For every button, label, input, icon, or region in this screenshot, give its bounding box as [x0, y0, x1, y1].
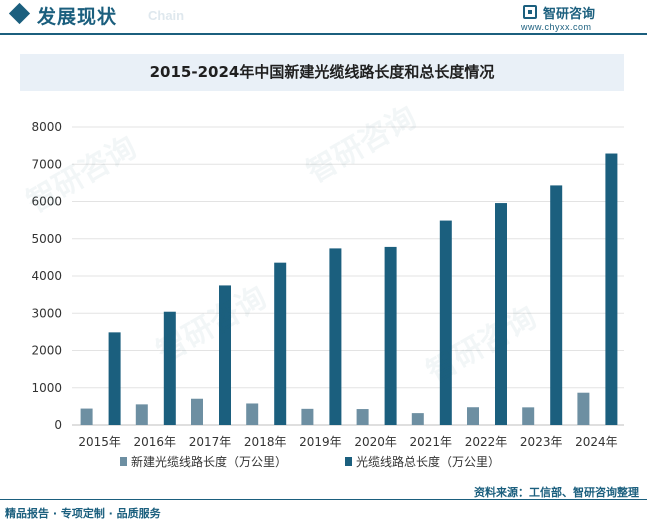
x-tick-label: 2024年 — [575, 435, 618, 449]
bar-total-length — [274, 262, 287, 425]
legend-swatch — [120, 457, 127, 466]
brand-logo-icon — [523, 5, 537, 19]
bar-new-length — [246, 403, 259, 425]
legend-label: 新建光缆线路长度（万公里） — [131, 454, 287, 469]
y-tick-label: 2000 — [31, 344, 62, 358]
legend-swatch — [345, 457, 352, 466]
section-title: 发展现状 — [37, 6, 118, 28]
x-tick-label: 2018年 — [244, 435, 287, 449]
y-tick-label: 6000 — [31, 195, 62, 209]
bar-new-length — [522, 407, 535, 425]
bar-new-length — [356, 409, 369, 425]
brand-url: www.chyxx.com — [521, 22, 592, 32]
data-source: 资料来源：工信部、智研咨询整理 — [474, 486, 639, 499]
y-tick-label: 1000 — [31, 381, 62, 395]
y-tick-label: 8000 — [31, 120, 62, 134]
x-tick-label: 2017年 — [189, 435, 232, 449]
x-tick-label: 2021年 — [410, 435, 453, 449]
footer-slogan: 精品报告 · 专项定制 · 品质服务 — [5, 507, 161, 520]
bar-new-length — [411, 413, 424, 425]
x-tick-label: 2016年 — [134, 435, 177, 449]
x-tick-label: 2015年 — [78, 435, 121, 449]
bar-total-length — [108, 332, 121, 425]
bar-total-length — [384, 246, 397, 425]
brand-logo: 智研咨询 www.chyxx.com — [521, 3, 631, 33]
bar-total-length — [605, 153, 618, 425]
x-tick-label: 2022年 — [465, 435, 508, 449]
footer-divider — [0, 499, 647, 500]
legend-label: 光缆线路总长度（万公里） — [356, 454, 500, 469]
y-tick-label: 3000 — [31, 306, 62, 320]
bar-new-length — [467, 407, 479, 425]
bar-total-length — [550, 185, 563, 425]
header-divider — [0, 33, 647, 35]
bar-total-length — [329, 248, 342, 425]
x-tick-label: 2020年 — [354, 435, 397, 449]
bar-new-length — [577, 392, 590, 425]
bar-new-length — [301, 408, 314, 425]
x-tick-label: 2019年 — [299, 435, 342, 449]
chart-title: 2015-2024年中国新建光缆线路长度和总长度情况 — [149, 63, 495, 81]
bar-new-length — [191, 398, 203, 425]
x-tick-label: 2023年 — [520, 435, 563, 449]
y-tick-label: 0 — [54, 418, 62, 432]
section-subtitle-en: Chain — [148, 8, 185, 23]
section-header: 发展现状 Chain 智研咨询 www.chyxx.com — [0, 0, 647, 35]
brand-name: 智研咨询 — [543, 7, 596, 22]
bar-new-length — [80, 408, 93, 425]
y-tick-label: 4000 — [31, 269, 62, 283]
y-tick-label: 5000 — [31, 232, 62, 246]
chart-title-band: 2015-2024年中国新建光缆线路长度和总长度情况 — [20, 54, 624, 91]
bar-total-length — [219, 285, 231, 425]
bar-total-length — [163, 311, 176, 425]
bar-new-length — [135, 404, 148, 425]
bar-total-length — [495, 203, 507, 425]
y-tick-label: 7000 — [31, 157, 62, 171]
bar-total-length — [439, 220, 452, 425]
